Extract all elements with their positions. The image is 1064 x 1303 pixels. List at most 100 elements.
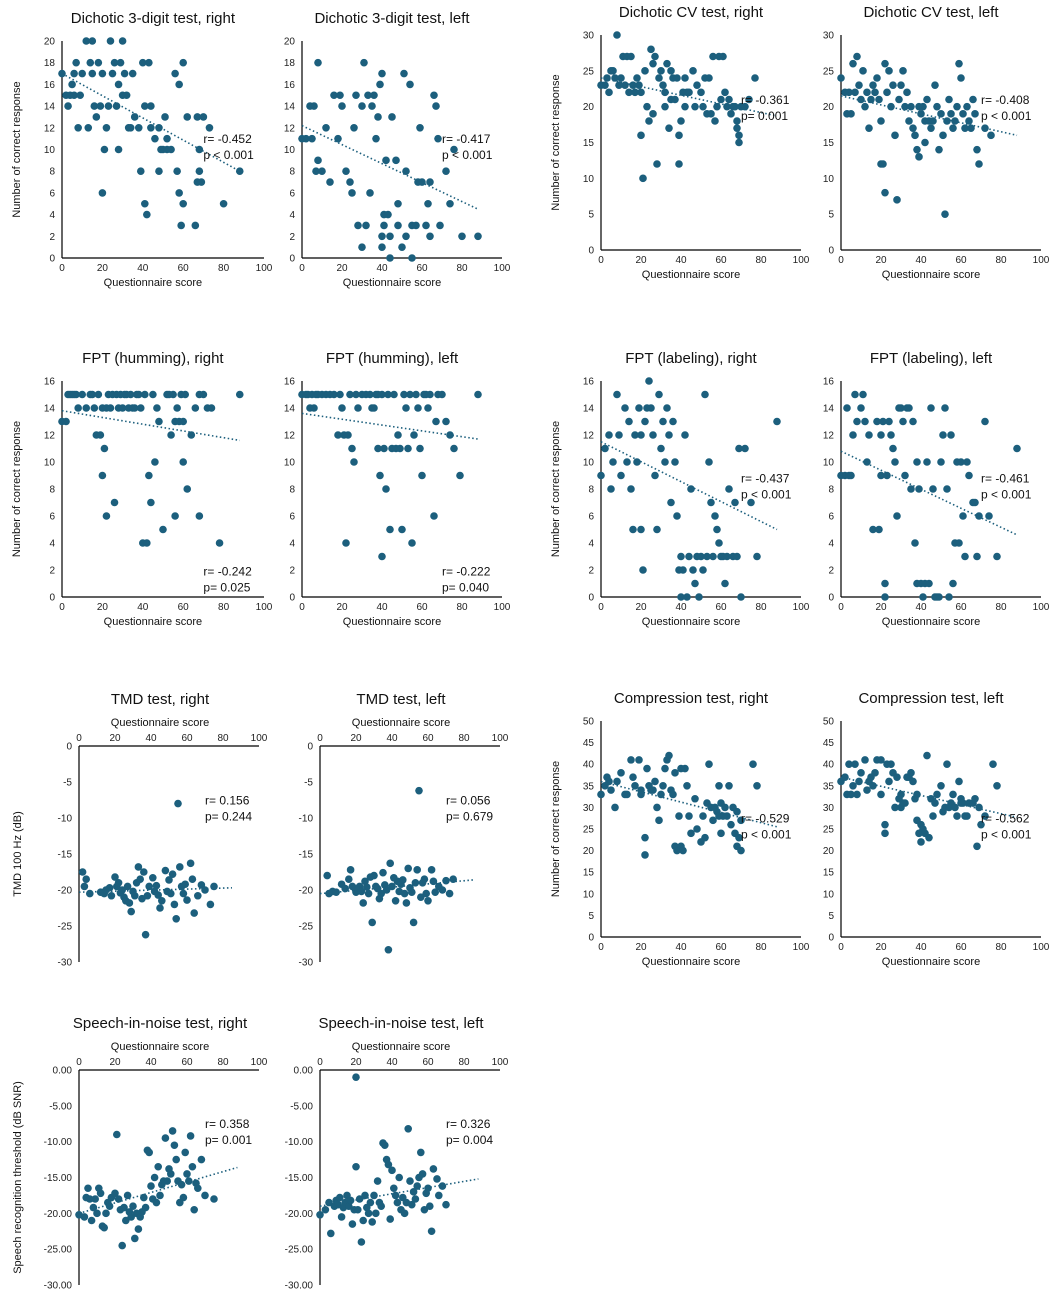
data-point [72,58,80,67]
data-point [388,1166,396,1175]
data-point [426,1202,434,1210]
data-point [58,69,66,78]
y-tick-label: 8 [49,485,55,496]
data-point [863,88,871,97]
data-point [348,189,356,197]
x-tick-label: 20 [109,733,121,744]
x-tick-label: 0 [598,942,604,953]
data-point [151,134,159,143]
y-tick-label: 0 [828,246,834,257]
data-point [438,886,447,894]
data-point [430,512,438,520]
data-point [863,458,871,466]
x-tick-label: 80 [458,1057,470,1068]
data-point [969,95,977,104]
data-point [959,110,967,118]
x-tick-label: 100 [494,602,511,613]
data-point [355,1195,364,1203]
y-tick-label: -30.00 [44,1281,73,1292]
data-point [406,390,414,399]
data-point [741,102,749,111]
data-point [959,512,967,520]
data-point [316,1210,324,1219]
data-point [378,69,386,78]
y-tick-label: -15.00 [44,1173,73,1184]
data-point [179,889,188,898]
data-point [113,1130,121,1139]
data-point [424,404,432,412]
data-point [158,897,166,905]
x-axis-label: Questionnaire score [343,616,441,628]
data-point [118,37,127,45]
data-point [627,485,635,493]
data-point [721,803,729,812]
data-point [733,807,741,816]
data-point [314,58,322,67]
y-tick-label: -10.00 [44,1137,73,1148]
data-point [474,232,482,241]
data-point [360,58,368,67]
x-tick-label: 80 [217,733,229,744]
data-point [183,1170,191,1178]
data-point [961,124,969,132]
y-tick-label: -20 [299,886,314,897]
data-point [871,88,879,97]
data-point [947,110,955,118]
data-point [857,769,865,777]
data-point [655,74,663,82]
data-point [941,404,949,412]
data-point [711,512,719,520]
data-point [915,485,923,493]
data-point [943,117,951,125]
data-point [659,81,667,89]
data-point [635,404,643,412]
data-point [191,404,200,412]
data-point [120,69,129,78]
chart-panel: Speech-in-noise test, right 0 20 40 60 80 100 -… [12,1015,268,1292]
data-point [653,803,661,812]
data-point [195,145,204,154]
data-point [84,1184,92,1193]
data-point [147,124,155,132]
x-tick-label: 40 [386,733,398,744]
data-point [141,390,149,399]
data-point [733,552,741,561]
data-point [923,458,931,466]
data-point [325,1198,333,1207]
data-point [627,52,635,61]
chart-title: FPT (humming), right [82,350,224,367]
x-tick-label: 100 [793,255,810,266]
data-point [927,124,935,132]
y-tick-label: 45 [823,738,835,749]
y-axis-label: Number of correct response [11,421,23,557]
data-point [116,58,125,67]
data-point [394,431,402,439]
data-point [386,254,394,262]
data-point [136,167,145,175]
data-point [605,431,613,439]
data-point [80,1213,89,1221]
data-point [631,782,639,790]
data-point [981,812,989,820]
chart-title: Compression test, right [614,690,769,707]
y-tick-label: 30 [823,31,835,42]
data-point [651,471,659,480]
data-point [126,124,135,132]
y-tick-label: 40 [583,760,595,771]
data-point [853,790,861,799]
y-tick-label: 0 [49,254,55,265]
data-point [877,756,885,764]
data-point [390,390,398,399]
data-point [415,786,423,795]
data-point [179,199,187,208]
data-point [985,512,993,520]
y-tick-label: 6 [49,188,55,199]
stat-annotation: p= 0.244 [205,809,252,823]
y-tick-label: 2 [828,566,834,577]
data-point [86,889,94,898]
data-point [348,1220,357,1228]
data-point [413,866,422,874]
data-point [354,221,362,230]
y-tick-label: 25 [583,825,595,836]
data-point [413,1182,422,1190]
